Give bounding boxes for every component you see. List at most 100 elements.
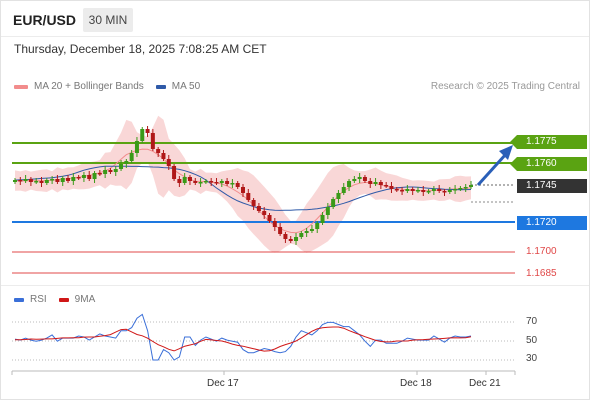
candle-body [415, 190, 420, 192]
candle-body [357, 177, 362, 179]
candle [50, 176, 55, 184]
candle [309, 225, 314, 233]
candle [410, 187, 415, 195]
candle [161, 150, 166, 161]
candle [71, 173, 76, 185]
candle [315, 221, 320, 233]
candle-body [187, 177, 192, 181]
candle [129, 150, 134, 163]
legend-9ma-label: 9MA [74, 294, 96, 305]
candle [283, 232, 288, 243]
candle-body [246, 193, 251, 200]
candle-body [198, 182, 203, 184]
candle [320, 212, 325, 225]
candle-body [87, 175, 92, 179]
candle [352, 176, 357, 183]
candle-body [389, 186, 394, 189]
candle [246, 189, 251, 202]
rsi-9ma-line [14, 326, 472, 352]
candle [421, 186, 426, 196]
candle-body [373, 182, 378, 184]
candle-body [209, 181, 214, 183]
candle-body [251, 200, 256, 206]
candle-body [156, 149, 161, 153]
candle-body [44, 180, 49, 183]
candle [108, 168, 113, 174]
candle-body [368, 181, 373, 184]
candle [187, 175, 192, 185]
legend-ma50[interactable]: MA 50 [155, 81, 200, 92]
candle [66, 175, 71, 183]
candle-body [384, 185, 389, 187]
candle [278, 223, 283, 236]
candle-body [378, 182, 383, 185]
candle-body [241, 187, 245, 193]
candle [76, 175, 81, 180]
candle-body [34, 181, 39, 183]
candle [426, 189, 431, 194]
candle-body [108, 170, 113, 172]
candle [469, 181, 473, 189]
candle-body [124, 161, 129, 164]
candle-body [235, 183, 240, 187]
candle [166, 155, 171, 170]
candle [214, 178, 219, 185]
candle [150, 129, 155, 151]
candle-body [145, 129, 150, 133]
candle [124, 159, 129, 168]
candle-body [447, 190, 452, 192]
candle [39, 177, 44, 187]
current-price-label: 1.1745 [517, 179, 587, 193]
candle-body [426, 191, 431, 193]
legend-9ma[interactable]: 9MA [58, 294, 96, 305]
support-1685-label: 1.1685 [517, 267, 587, 281]
x-label-dec18: Dec 18 [400, 378, 432, 389]
ma50-swatch [155, 84, 166, 89]
candle [28, 177, 33, 186]
candle [331, 197, 336, 209]
candle-body [437, 189, 442, 191]
candle [230, 179, 235, 188]
timeframe-button[interactable]: 30 MIN [83, 8, 133, 32]
candle [463, 184, 468, 192]
candle [103, 166, 108, 178]
ma50-line [14, 165, 472, 211]
candle [431, 186, 436, 195]
research-credit: Research © 2025 Trading Central [430, 81, 580, 92]
legend-ma20[interactable]: MA 20 + Bollinger Bands [14, 81, 144, 92]
candle-body [469, 185, 473, 187]
candle [368, 178, 373, 188]
candle [13, 178, 17, 184]
forecast-arrow [476, 145, 513, 187]
candle-body [66, 178, 71, 181]
candle-body [405, 189, 410, 191]
candle-body [76, 177, 81, 179]
candle [44, 178, 49, 185]
candle [389, 182, 394, 193]
candle [362, 175, 367, 183]
candle [453, 185, 458, 194]
candle-body [161, 153, 166, 159]
candle [55, 175, 60, 184]
x-label-dec21: Dec 21 [469, 378, 501, 389]
timestamp: Thursday, December 18, 2025 7:08:25 AM C… [14, 42, 267, 56]
candle [256, 203, 261, 213]
rsi-legend: RSI 9MA [14, 294, 107, 305]
candle-body [463, 187, 468, 189]
candle-body [92, 173, 97, 179]
candle-body [442, 191, 447, 193]
current-price-value: 1.1745 [526, 180, 557, 191]
candle-body [219, 181, 224, 183]
candle [341, 183, 346, 195]
candle-body [103, 170, 108, 174]
candle [97, 170, 102, 176]
candle-body [341, 187, 346, 193]
candle [23, 175, 28, 183]
legend-rsi[interactable]: RSI [14, 294, 47, 305]
candle [140, 127, 145, 143]
candle [18, 177, 23, 185]
resistance-1775-label: 1.1775 [510, 135, 587, 149]
candle-body [39, 181, 44, 183]
